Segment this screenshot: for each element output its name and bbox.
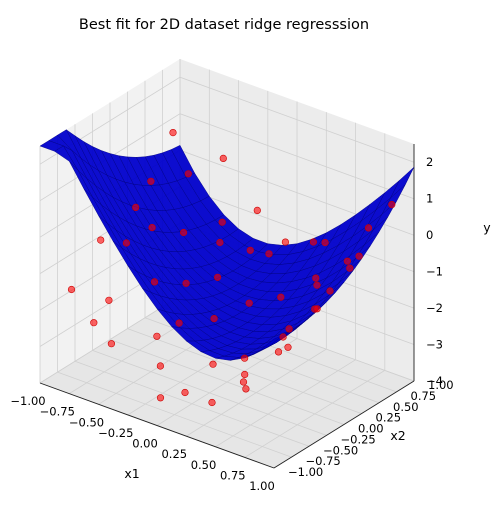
data-point xyxy=(153,332,161,340)
z-tick-label: −4 xyxy=(426,374,443,388)
data-point xyxy=(209,360,217,368)
data-point xyxy=(313,305,321,313)
x2-tick-label: −0.75 xyxy=(306,454,341,468)
x1-axis-line xyxy=(39,382,275,469)
data-point xyxy=(346,264,354,272)
x1-tick-label: −0.50 xyxy=(69,415,104,429)
data-point xyxy=(246,246,254,254)
data-point xyxy=(312,274,320,282)
x1-tick-label: −0.75 xyxy=(40,405,75,419)
data-point xyxy=(90,319,98,327)
data-point xyxy=(175,319,183,327)
fitted-surface xyxy=(39,129,415,361)
data-point xyxy=(321,239,329,247)
data-point xyxy=(309,238,318,246)
data-point xyxy=(241,370,249,379)
x2-tick-label: 0.50 xyxy=(393,400,419,414)
data-point xyxy=(242,385,250,393)
data-point xyxy=(214,273,222,281)
data-point xyxy=(355,252,363,260)
x1-axis-label: x1 xyxy=(124,466,139,481)
data-point xyxy=(182,279,190,287)
data-point xyxy=(208,398,216,407)
data-point xyxy=(148,224,156,232)
grid-line-x2-floor xyxy=(109,339,345,425)
data-point xyxy=(285,325,293,333)
x2-tick-label: −0.50 xyxy=(323,443,358,457)
data-point xyxy=(150,278,159,286)
data-point xyxy=(279,333,287,341)
data-point xyxy=(147,177,155,185)
x2-tick-label: 0.25 xyxy=(376,411,402,425)
data-point xyxy=(169,129,177,137)
data-point xyxy=(364,224,373,232)
data-point xyxy=(105,296,113,304)
x2-axis-label: x2 xyxy=(390,428,405,443)
data-point xyxy=(281,238,290,246)
x2-tick-label: 0.00 xyxy=(358,422,384,436)
grid-line-z xyxy=(39,76,415,165)
z-tick-label: 2 xyxy=(426,155,433,169)
data-point xyxy=(313,281,321,289)
data-point xyxy=(210,315,218,323)
x1-tick-label: −0.25 xyxy=(98,426,133,440)
data-point xyxy=(265,250,273,258)
data-point xyxy=(284,343,292,351)
x2-axis-line xyxy=(273,380,415,469)
x1-tick-label: 0.25 xyxy=(161,447,187,461)
x1-tick-label: −1.00 xyxy=(10,394,45,408)
x1-tick-label: 0.75 xyxy=(220,468,246,482)
data-point xyxy=(253,206,261,214)
data-point xyxy=(67,285,76,294)
data-point xyxy=(245,299,253,307)
x1-tick-label: 0.50 xyxy=(191,458,217,472)
x1-tick-label: 0.00 xyxy=(132,437,158,451)
x1-tick-label: 1.00 xyxy=(249,479,275,493)
data-point xyxy=(184,170,192,178)
x2-tick-label: −0.25 xyxy=(341,432,376,446)
data-point xyxy=(181,388,189,397)
data-point xyxy=(239,378,248,386)
z-tick-label: −1 xyxy=(426,265,443,279)
data-point xyxy=(107,340,115,348)
data-point xyxy=(326,287,334,295)
data-point xyxy=(219,154,227,162)
axis-lines xyxy=(39,144,415,469)
z-tick-label: −2 xyxy=(426,301,443,315)
data-point xyxy=(241,354,249,362)
data-points xyxy=(67,129,396,407)
x2-tick-label: 0.75 xyxy=(411,389,437,403)
data-point xyxy=(156,394,165,402)
chart-title: Best fit for 2D dataset ridge regresssio… xyxy=(79,17,369,33)
tick-labels: −1.00−0.75−0.50−0.250.000.250.500.751.00… xyxy=(10,155,453,493)
y-axis-label: y xyxy=(483,220,491,235)
z-tick-label: −3 xyxy=(426,338,443,352)
data-point xyxy=(218,218,226,226)
z-tick-label: 1 xyxy=(426,192,433,206)
data-point xyxy=(132,203,140,211)
data-point xyxy=(216,238,224,247)
data-point xyxy=(156,362,164,370)
x2-tick-label: −1.00 xyxy=(288,465,323,479)
data-point xyxy=(343,257,352,265)
data-point xyxy=(388,201,396,209)
z-tick-label: 0 xyxy=(426,228,433,242)
data-point xyxy=(97,236,105,244)
data-point xyxy=(274,348,283,356)
x2-tick-label: 1.00 xyxy=(428,378,454,392)
data-point xyxy=(122,239,130,247)
data-point xyxy=(277,293,285,301)
data-point xyxy=(180,228,188,237)
